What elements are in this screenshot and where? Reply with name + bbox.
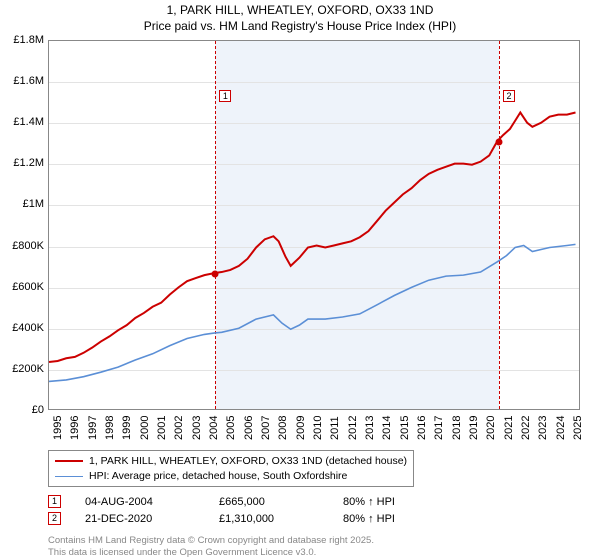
x-tick-label: 2013 <box>364 416 376 440</box>
y-tick-label: £200K <box>12 363 44 375</box>
series-hpi <box>49 244 576 381</box>
x-tick-label: 1996 <box>69 416 81 440</box>
x-tick-label: 2020 <box>485 416 497 440</box>
x-tick-label: 2024 <box>555 416 567 440</box>
x-tick-label: 1995 <box>52 416 64 440</box>
x-tick-label: 1997 <box>87 416 99 440</box>
legend-label: 1, PARK HILL, WHEATLEY, OXFORD, OX33 1ND… <box>89 454 407 469</box>
y-tick-label: £1.4M <box>13 116 44 128</box>
y-tick-label: £1.2M <box>13 157 44 169</box>
sale-num-box: 2 <box>48 512 61 525</box>
y-tick-label: £400K <box>12 322 44 334</box>
attribution-line2: This data is licensed under the Open Gov… <box>48 547 374 558</box>
sale-date: 21-DEC-2020 <box>85 513 195 525</box>
sale-date: 04-AUG-2004 <box>85 496 195 508</box>
x-tick-label: 2005 <box>225 416 237 440</box>
y-tick-label: £800K <box>12 240 44 252</box>
attribution-line1: Contains HM Land Registry data © Crown c… <box>48 535 374 546</box>
legend-swatch <box>55 476 83 477</box>
x-tick-label: 2012 <box>347 416 359 440</box>
x-tick-label: 2010 <box>312 416 324 440</box>
x-tick-label: 2006 <box>243 416 255 440</box>
legend-row: HPI: Average price, detached house, Sout… <box>55 469 407 484</box>
y-tick-label: £1M <box>23 198 44 210</box>
sale-marker-box: 1 <box>219 90 231 102</box>
sales-row: 2 21-DEC-2020 £1,310,000 80% ↑ HPI <box>48 510 580 527</box>
legend-swatch <box>55 460 83 462</box>
x-tick-label: 2016 <box>416 416 428 440</box>
y-tick-label: £1.6M <box>13 75 44 87</box>
x-tick-label: 2019 <box>468 416 480 440</box>
x-tick-label: 2025 <box>572 416 584 440</box>
sale-num-box: 1 <box>48 495 61 508</box>
x-tick-label: 2000 <box>139 416 151 440</box>
x-tick-label: 1999 <box>121 416 133 440</box>
x-tick-label: 2011 <box>329 416 341 440</box>
x-tick-label: 2021 <box>503 416 515 440</box>
y-tick-label: £0 <box>32 404 44 416</box>
attribution: Contains HM Land Registry data © Crown c… <box>48 535 374 558</box>
legend-box: 1, PARK HILL, WHEATLEY, OXFORD, OX33 1ND… <box>48 450 414 487</box>
x-tick-label: 2002 <box>173 416 185 440</box>
sale-point <box>212 271 219 278</box>
sale-hpi: 80% ↑ HPI <box>343 513 395 525</box>
x-tick-label: 1998 <box>104 416 116 440</box>
x-tick-label: 2003 <box>191 416 203 440</box>
x-tick-label: 2007 <box>260 416 272 440</box>
x-tick-label: 2015 <box>399 416 411 440</box>
sale-price: £665,000 <box>219 496 319 508</box>
sale-hpi: 80% ↑ HPI <box>343 496 395 508</box>
y-tick-label: £1.8M <box>13 34 44 46</box>
chart-title-line2: Price paid vs. HM Land Registry's House … <box>0 19 600 35</box>
sale-marker-box: 2 <box>503 90 515 102</box>
sale-point <box>496 138 503 145</box>
x-tick-label: 2001 <box>156 416 168 440</box>
series-price_paid <box>49 113 576 362</box>
plot-area: 12 <box>48 40 580 410</box>
x-tick-label: 2018 <box>451 416 463 440</box>
legend-label: HPI: Average price, detached house, Sout… <box>89 469 347 484</box>
x-tick-label: 2009 <box>295 416 307 440</box>
x-tick-label: 2004 <box>208 416 220 440</box>
x-tick-label: 2017 <box>433 416 445 440</box>
legend-and-sales: 1, PARK HILL, WHEATLEY, OXFORD, OX33 1ND… <box>48 450 580 527</box>
x-tick-label: 2008 <box>277 416 289 440</box>
sales-row: 1 04-AUG-2004 £665,000 80% ↑ HPI <box>48 493 580 510</box>
x-tick-label: 2022 <box>520 416 532 440</box>
sale-price: £1,310,000 <box>219 513 319 525</box>
sales-table: 1 04-AUG-2004 £665,000 80% ↑ HPI 2 21-DEC-202… <box>48 493 580 527</box>
legend-row: 1, PARK HILL, WHEATLEY, OXFORD, OX33 1ND… <box>55 454 407 469</box>
y-tick-label: £600K <box>12 281 44 293</box>
line-series-svg <box>49 41 579 409</box>
x-tick-label: 2014 <box>381 416 393 440</box>
chart-title-line1: 1, PARK HILL, WHEATLEY, OXFORD, OX33 1ND <box>0 0 600 19</box>
x-tick-label: 2023 <box>537 416 549 440</box>
